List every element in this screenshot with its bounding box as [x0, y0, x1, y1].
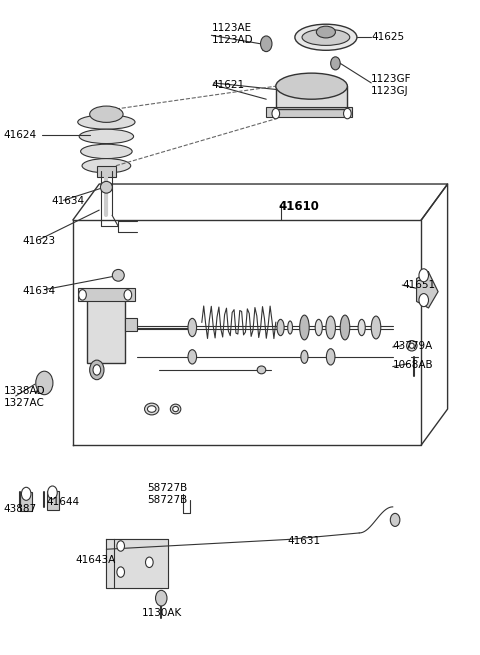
Text: 1123GF
1123GJ: 1123GF 1123GJ — [371, 74, 412, 96]
Circle shape — [93, 365, 101, 375]
Bar — [21, 492, 33, 512]
Ellipse shape — [371, 316, 381, 339]
Bar — [125, 318, 137, 331]
Ellipse shape — [90, 106, 123, 122]
Ellipse shape — [302, 29, 350, 45]
Text: 41643A: 41643A — [75, 555, 116, 565]
Circle shape — [145, 557, 153, 567]
Bar — [87, 291, 125, 364]
Text: 41610: 41610 — [278, 200, 319, 213]
Ellipse shape — [78, 115, 135, 129]
Ellipse shape — [300, 315, 309, 340]
Ellipse shape — [326, 316, 336, 339]
Ellipse shape — [81, 144, 132, 159]
Ellipse shape — [257, 366, 266, 374]
Text: 58727B
58727B: 58727B 58727B — [147, 483, 187, 504]
Ellipse shape — [144, 403, 159, 415]
Text: 41625: 41625 — [371, 32, 404, 43]
Circle shape — [419, 293, 429, 307]
Ellipse shape — [173, 406, 179, 411]
Text: 41644: 41644 — [47, 496, 80, 507]
Text: 41631: 41631 — [288, 536, 321, 546]
Circle shape — [36, 371, 53, 395]
Ellipse shape — [295, 24, 357, 50]
Circle shape — [272, 108, 280, 119]
Text: 41621: 41621 — [211, 80, 244, 90]
Ellipse shape — [100, 181, 112, 193]
Text: 41651: 41651 — [402, 280, 435, 290]
Ellipse shape — [147, 405, 156, 412]
Circle shape — [22, 487, 31, 500]
Ellipse shape — [188, 318, 197, 337]
Bar — [78, 288, 135, 301]
Ellipse shape — [315, 320, 323, 335]
Ellipse shape — [301, 350, 308, 364]
Ellipse shape — [288, 321, 292, 334]
Circle shape — [419, 269, 429, 282]
Ellipse shape — [409, 343, 414, 348]
Polygon shape — [417, 272, 438, 308]
Ellipse shape — [340, 315, 350, 340]
Text: 1130AK: 1130AK — [142, 608, 182, 618]
Bar — [97, 166, 116, 178]
Bar — [266, 107, 352, 117]
Circle shape — [90, 360, 104, 380]
Circle shape — [79, 290, 86, 300]
Ellipse shape — [358, 320, 365, 335]
Circle shape — [331, 57, 340, 70]
Polygon shape — [276, 86, 348, 109]
Ellipse shape — [316, 26, 336, 38]
Circle shape — [390, 514, 400, 527]
Circle shape — [261, 36, 272, 52]
Text: 43887: 43887 — [4, 504, 37, 514]
Text: 41624: 41624 — [4, 130, 37, 140]
Circle shape — [48, 486, 57, 499]
Ellipse shape — [407, 341, 417, 351]
Circle shape — [117, 567, 124, 577]
Ellipse shape — [326, 348, 335, 365]
Circle shape — [344, 108, 351, 119]
Text: 41634: 41634 — [23, 286, 56, 296]
Text: 1068AB: 1068AB — [393, 360, 433, 369]
Text: 43779A: 43779A — [393, 341, 433, 351]
Ellipse shape — [82, 159, 131, 173]
Circle shape — [156, 590, 167, 606]
Ellipse shape — [277, 320, 284, 335]
Circle shape — [117, 541, 124, 552]
Ellipse shape — [112, 269, 124, 281]
Text: 1338AD
1327AC: 1338AD 1327AC — [4, 386, 46, 408]
Circle shape — [124, 290, 132, 300]
Text: 41634: 41634 — [51, 196, 84, 206]
Bar — [47, 491, 59, 510]
Ellipse shape — [79, 129, 133, 143]
Ellipse shape — [188, 350, 197, 364]
Text: 1123AE
1123AD: 1123AE 1123AD — [211, 23, 253, 45]
Polygon shape — [107, 540, 168, 588]
Ellipse shape — [170, 404, 181, 414]
Ellipse shape — [276, 73, 348, 99]
Text: 41623: 41623 — [23, 236, 56, 246]
